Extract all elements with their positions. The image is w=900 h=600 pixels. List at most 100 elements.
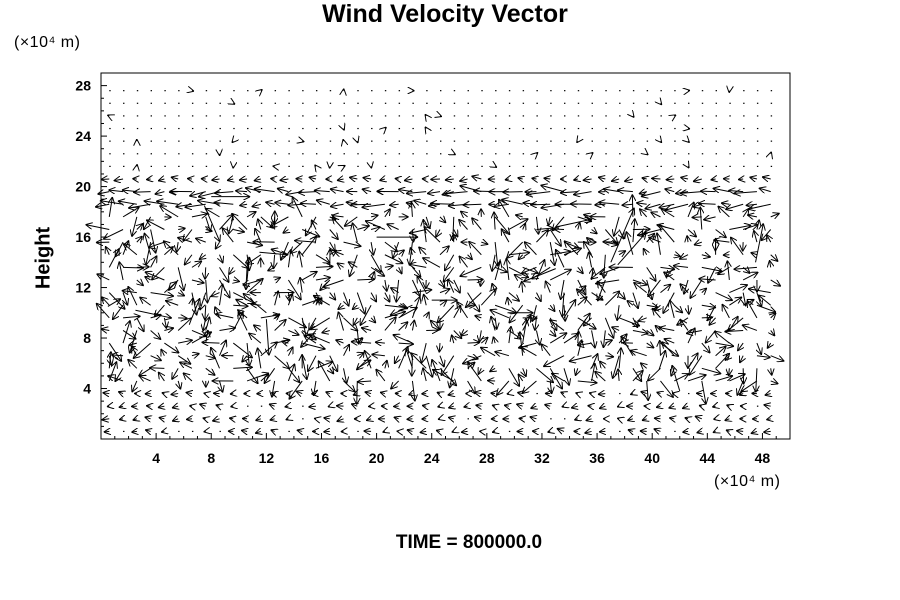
vector-arrow xyxy=(165,300,179,305)
vector-arrow xyxy=(288,292,289,302)
vector-arrow xyxy=(619,229,624,239)
vector-arrow xyxy=(555,219,592,228)
vector-arrow xyxy=(337,263,344,267)
vector-arrow xyxy=(494,212,495,230)
vector-arrow xyxy=(314,380,316,396)
vector-arrow xyxy=(191,292,197,316)
vector-arrow xyxy=(523,223,526,230)
vector-arrow xyxy=(712,406,715,407)
vector-arrow xyxy=(334,251,344,254)
vector-arrow xyxy=(604,254,606,279)
vector-arrow xyxy=(770,213,780,217)
vector-arrow xyxy=(717,266,730,274)
vector-arrow xyxy=(376,369,386,382)
vector-arrow xyxy=(430,203,454,204)
vector-arrow xyxy=(480,280,481,287)
vector-arrow xyxy=(299,251,302,268)
vector-arrow xyxy=(453,216,454,241)
vector-arrow xyxy=(595,371,606,382)
vector-arrow xyxy=(507,297,509,306)
vector-arrow xyxy=(494,216,510,235)
vector-arrow xyxy=(362,189,372,192)
vector-arrow xyxy=(423,219,426,243)
vector-arrow xyxy=(206,317,210,331)
vector-arrow xyxy=(366,419,371,421)
vector-arrow xyxy=(702,288,707,293)
vector-arrow xyxy=(310,317,331,330)
vector-arrow xyxy=(651,178,661,179)
vector-arrow xyxy=(254,179,261,181)
vector-arrow xyxy=(440,300,447,305)
vector-arrow xyxy=(177,355,191,365)
vector-arrow xyxy=(305,216,317,236)
vector-arrow xyxy=(495,242,498,266)
vector-arrow xyxy=(663,272,675,281)
vector-arrow xyxy=(632,194,633,217)
vector-arrow xyxy=(646,267,656,281)
vector-arrow xyxy=(663,292,675,314)
vector-arrow xyxy=(275,277,281,280)
vector-arrow xyxy=(633,317,638,328)
vector-arrow xyxy=(177,318,192,331)
vector-arrow xyxy=(357,226,369,229)
vector-arrow xyxy=(584,431,591,433)
vector-arrow xyxy=(144,276,150,280)
vector-arrow xyxy=(612,355,620,379)
vector-arrow xyxy=(371,292,376,303)
vector-arrow xyxy=(290,241,303,254)
vector-arrow xyxy=(133,342,151,358)
vector-arrow xyxy=(713,188,730,191)
vector-arrow xyxy=(573,192,592,195)
vector-arrow xyxy=(203,418,206,419)
vector-arrow xyxy=(577,297,587,306)
vector-arrow xyxy=(453,330,462,338)
vector-arrow xyxy=(506,258,509,281)
vector-arrow xyxy=(660,141,661,143)
vector-arrow xyxy=(131,431,136,432)
vector-arrow xyxy=(187,178,192,179)
vector-arrow xyxy=(379,179,384,181)
vector-arrow xyxy=(718,206,730,218)
vector-arrow xyxy=(301,271,317,281)
vector-arrow xyxy=(159,206,179,218)
vector-arrow xyxy=(277,188,289,191)
vector-arrow xyxy=(701,305,716,307)
vector-arrow xyxy=(619,347,621,369)
vector-arrow xyxy=(206,216,211,232)
vector-arrow xyxy=(563,368,569,385)
vector-arrow xyxy=(727,317,744,331)
vector-arrow xyxy=(104,431,110,432)
vector-arrow xyxy=(186,419,192,420)
vector-arrow xyxy=(122,207,139,218)
vector-arrow xyxy=(748,203,771,209)
vector-arrow xyxy=(508,292,520,302)
y-axis-unit: (×10⁴ m) xyxy=(14,34,81,51)
vector-arrow xyxy=(128,286,138,306)
vector-arrow xyxy=(177,267,184,291)
vector-arrow xyxy=(138,367,151,376)
vector-arrow xyxy=(642,178,647,179)
vector-arrow xyxy=(480,347,496,357)
vector-arrow xyxy=(328,406,330,407)
vector-arrow xyxy=(592,330,596,348)
vector-arrow xyxy=(521,266,537,273)
vector-arrow xyxy=(443,267,455,282)
vector-arrow xyxy=(133,419,137,420)
vector-arrow xyxy=(664,339,675,343)
vector-arrow xyxy=(439,343,440,352)
vector-arrow xyxy=(547,431,550,432)
vector-arrow xyxy=(423,367,426,382)
vector-arrow xyxy=(398,322,408,331)
vector-arrow xyxy=(346,202,358,204)
vector-arrow xyxy=(560,392,564,393)
vector-arrow xyxy=(564,305,565,321)
vector-arrow xyxy=(158,372,164,382)
vector-arrow xyxy=(578,339,582,356)
vector-arrow xyxy=(237,310,248,319)
vector-arrow xyxy=(150,229,156,253)
vector-arrow xyxy=(202,342,220,343)
vector-arrow xyxy=(283,229,289,233)
vector-arrow xyxy=(330,250,337,255)
x-tick-label: 48 xyxy=(755,450,771,466)
vector-arrow xyxy=(439,367,457,386)
